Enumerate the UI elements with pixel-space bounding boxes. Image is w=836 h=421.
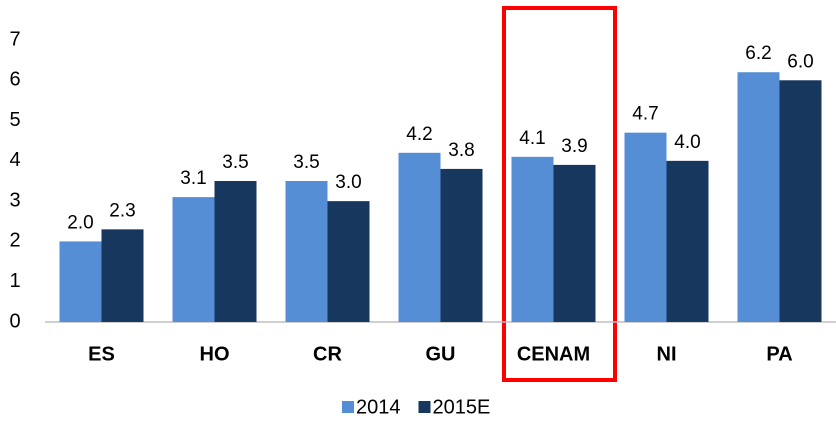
value-label: 4.7 [632, 104, 658, 125]
value-label: 3.8 [448, 140, 474, 161]
value-label: 4.1 [519, 128, 545, 149]
value-label: 3.0 [335, 172, 361, 193]
y-tick-label: 2 [9, 230, 20, 252]
bar [59, 241, 102, 322]
bar [440, 168, 483, 322]
value-label: 6.0 [787, 51, 813, 72]
value-label: 2.0 [67, 212, 93, 233]
value-label: 2.3 [109, 200, 135, 221]
highlight-box [502, 6, 617, 382]
bar [101, 229, 144, 322]
y-tick-label: 4 [9, 149, 20, 171]
bar [398, 152, 441, 322]
y-tick-label: 6 [9, 69, 20, 91]
y-tick-label: 1 [9, 270, 20, 292]
x-tick-label: CENAM [517, 343, 590, 365]
x-tick-label: ES [88, 343, 115, 365]
y-tick-label: 7 [9, 28, 20, 50]
value-label: 3.5 [222, 152, 248, 173]
legend-swatch [418, 401, 431, 413]
bar [285, 181, 328, 322]
x-tick-label: PA [766, 343, 792, 365]
bar [214, 181, 257, 322]
bar [624, 132, 667, 322]
bar [327, 201, 370, 322]
value-label: 6.2 [745, 43, 771, 64]
bar [553, 164, 596, 322]
y-tick-label: 0 [9, 310, 20, 332]
legend-label: 2014 [356, 396, 401, 418]
bar [172, 197, 215, 322]
x-tick-label: NI [657, 343, 677, 365]
bar [666, 160, 709, 322]
x-tick-label: CR [313, 343, 342, 365]
y-tick-label: 5 [9, 109, 20, 131]
value-label: 4.0 [674, 132, 700, 153]
bar [511, 156, 554, 322]
x-tick-label: GU [426, 343, 456, 365]
bar [779, 80, 822, 323]
value-label: 3.9 [561, 136, 587, 157]
bar [737, 72, 780, 322]
legend-swatch [342, 401, 354, 413]
y-tick-label: 3 [9, 189, 20, 211]
value-label: 3.5 [293, 152, 319, 173]
x-tick-label: HO [200, 343, 230, 365]
value-label: 4.2 [406, 124, 432, 145]
value-label: 3.1 [180, 168, 206, 189]
legend-label: 2015E [433, 396, 491, 418]
